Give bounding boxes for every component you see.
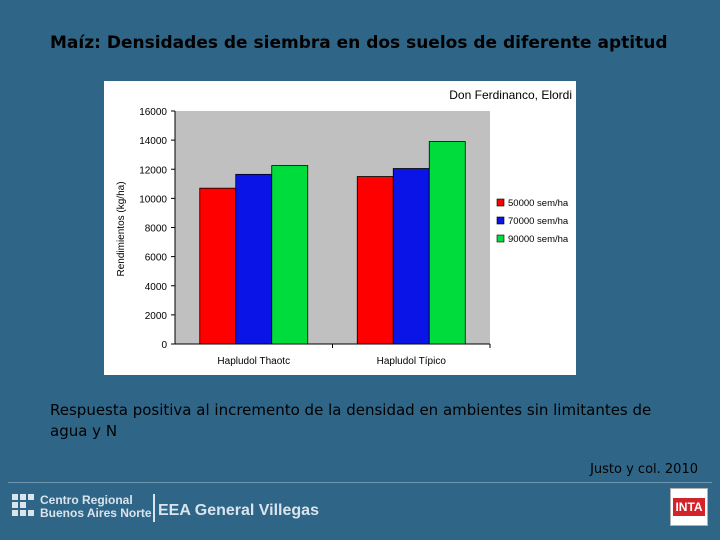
org-name-line1: Centro Regional bbox=[40, 493, 133, 507]
body-text: Respuesta positiva al incremento de la d… bbox=[50, 401, 652, 440]
legend-label: 90000 sem/ha bbox=[508, 234, 569, 245]
citation: Justo y col. 2010 bbox=[590, 462, 698, 477]
regional-center-logo-icon bbox=[12, 494, 34, 516]
y-tick-label: 12000 bbox=[139, 165, 167, 176]
chart-container: Don Ferdinanco, Elordi Rendimientos (kg/… bbox=[104, 81, 576, 375]
x-tick-label: Hapludol Típico bbox=[377, 356, 447, 367]
legend-swatch bbox=[496, 234, 505, 243]
y-axis-label: Rendimientos (kg/ha) bbox=[116, 181, 127, 276]
slide-title: Maíz: Densidades de siembra en dos suelo… bbox=[50, 33, 668, 53]
legend-swatch bbox=[496, 198, 505, 207]
x-tick-label: Hapludol Thaotc bbox=[217, 356, 290, 367]
y-tick-label: 14000 bbox=[139, 136, 167, 147]
y-tick-label: 4000 bbox=[145, 282, 168, 293]
y-tick-label: 6000 bbox=[145, 253, 168, 264]
bar bbox=[392, 168, 430, 345]
bar bbox=[271, 165, 309, 345]
chart-title: Don Ferdinanco, Elordi bbox=[449, 88, 572, 102]
bar bbox=[356, 176, 394, 345]
bar bbox=[199, 187, 237, 345]
footer: Centro Regional Buenos Aires Norte EEA G… bbox=[0, 488, 720, 540]
y-tick-label: 10000 bbox=[139, 194, 167, 205]
legend-label: 70000 sem/ha bbox=[508, 216, 569, 227]
y-tick-label: 16000 bbox=[139, 107, 167, 118]
station-name: EEA General Villegas bbox=[158, 502, 319, 519]
footer-divider bbox=[8, 482, 712, 483]
legend-label: 50000 sem/ha bbox=[508, 198, 569, 209]
inta-logo: INTA bbox=[670, 488, 708, 526]
legend-swatch bbox=[496, 216, 505, 225]
y-tick-label: 0 bbox=[161, 340, 167, 351]
footer-separator bbox=[153, 494, 155, 522]
bar-chart: Don Ferdinanco, Elordi Rendimientos (kg/… bbox=[116, 88, 572, 367]
inta-logo-text: INTA bbox=[673, 498, 705, 516]
y-tick-label: 2000 bbox=[145, 311, 168, 322]
bar bbox=[428, 141, 466, 345]
org-name-line2: Buenos Aires Norte bbox=[40, 506, 152, 520]
y-tick-label: 8000 bbox=[145, 224, 168, 235]
bar bbox=[235, 173, 273, 345]
